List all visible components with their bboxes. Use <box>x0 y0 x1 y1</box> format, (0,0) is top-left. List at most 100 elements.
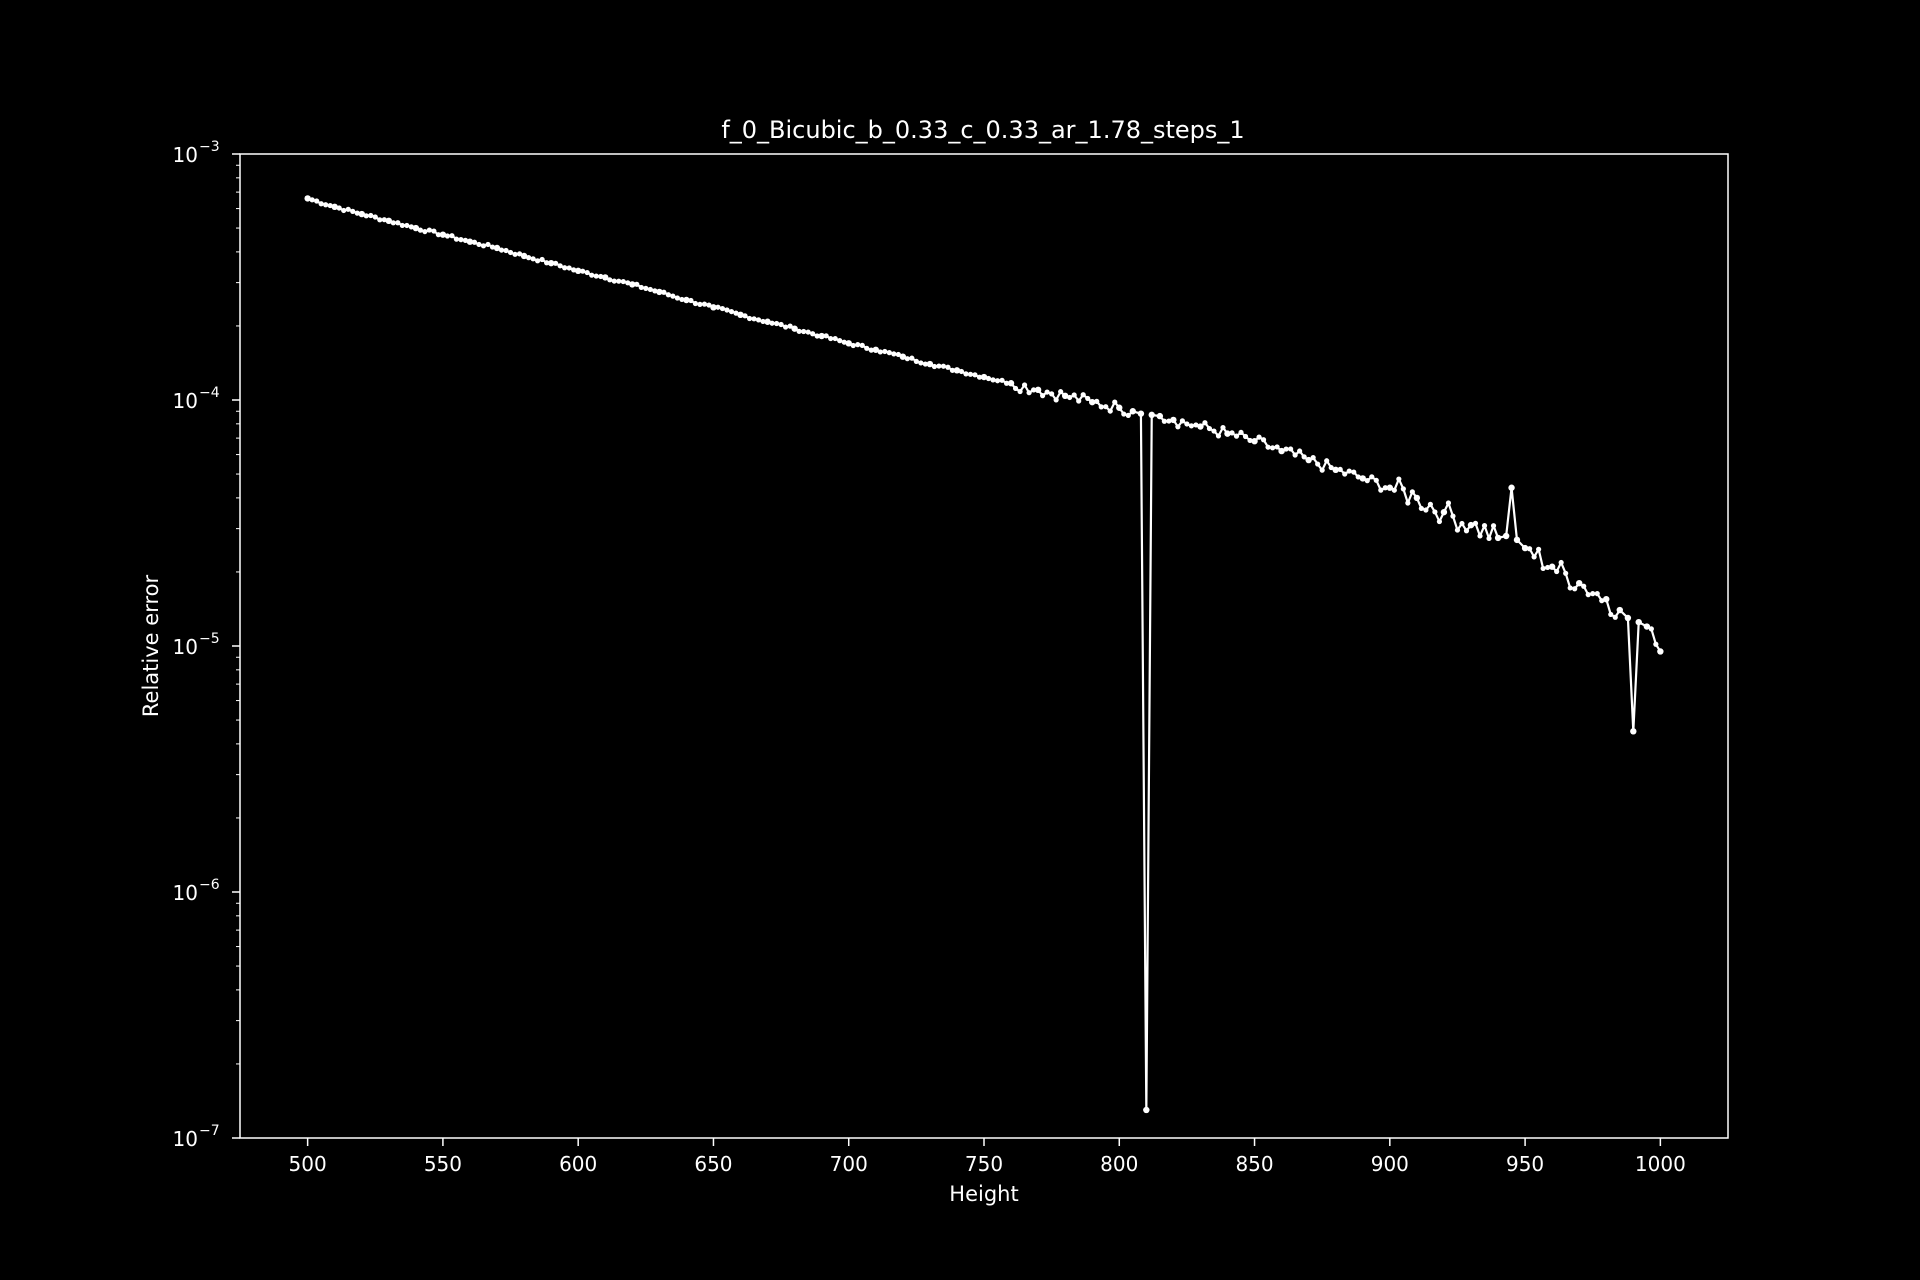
data-point <box>1197 423 1204 430</box>
data-point <box>837 338 843 344</box>
chart-title: f_0_Bicubic_b_0.33_c_0.33_ar_1.78_steps_… <box>721 116 1244 144</box>
data-point <box>958 368 965 375</box>
data-point <box>963 371 969 377</box>
data-point <box>1337 466 1343 473</box>
data-point <box>1031 387 1037 393</box>
data-point <box>670 293 676 299</box>
data-point <box>404 222 410 229</box>
data-point <box>1175 424 1181 430</box>
data-point <box>607 277 613 283</box>
data-point <box>1265 444 1271 450</box>
x-axis-label: Height <box>949 1182 1018 1206</box>
data-point <box>358 210 365 218</box>
data-point <box>945 364 951 370</box>
data-point <box>1319 467 1325 473</box>
data-point <box>1233 433 1240 439</box>
data-point <box>1288 446 1294 452</box>
data-point <box>1215 433 1222 439</box>
data-point <box>972 372 978 378</box>
data-point <box>634 281 640 287</box>
data-point <box>1034 386 1042 394</box>
data-point <box>417 227 423 233</box>
data-point <box>1256 434 1262 440</box>
data-point <box>1188 423 1195 429</box>
data-point <box>980 373 988 381</box>
data-point <box>1378 487 1384 493</box>
data-point <box>810 331 816 337</box>
y-tick-exponent: −5 <box>199 631 220 647</box>
data-point <box>661 289 667 295</box>
data-point <box>1603 595 1610 603</box>
data-point <box>1563 570 1569 576</box>
data-point <box>891 351 897 357</box>
data-point <box>1467 521 1475 529</box>
data-point <box>1463 528 1470 534</box>
data-point <box>1653 641 1659 647</box>
data-point <box>1305 456 1312 464</box>
data-point <box>1536 546 1542 552</box>
data-point <box>931 363 938 370</box>
data-point <box>1238 429 1244 436</box>
data-point <box>715 304 721 310</box>
data-point <box>1590 591 1596 597</box>
data-point <box>864 345 870 351</box>
data-point <box>431 228 437 234</box>
data-point <box>314 198 320 204</box>
data-point <box>598 273 604 280</box>
data-point <box>408 224 414 230</box>
data-point <box>1405 500 1411 506</box>
data-point <box>1170 416 1177 424</box>
data-point <box>1521 544 1529 552</box>
data-point <box>1481 523 1488 529</box>
x-tick-label: 900 <box>1371 1152 1409 1176</box>
data-point <box>913 358 919 364</box>
data-point <box>566 265 572 271</box>
data-point <box>462 237 469 243</box>
data-point <box>1085 395 1091 402</box>
data-point <box>679 296 685 303</box>
data-point <box>918 360 924 366</box>
data-point <box>399 222 405 229</box>
data-point <box>1490 523 1497 529</box>
data-point <box>1400 486 1406 492</box>
data-point <box>801 328 807 335</box>
data-point <box>1229 430 1235 436</box>
data-point <box>1445 500 1452 506</box>
data-point <box>323 202 329 208</box>
data-point <box>1657 648 1664 655</box>
data-point <box>841 339 847 345</box>
data-point <box>620 278 626 285</box>
data-point <box>1184 421 1190 427</box>
y-tick-exponent: −4 <box>199 385 220 401</box>
data-point <box>1053 397 1059 403</box>
data-point <box>571 267 577 273</box>
data-point <box>553 260 559 266</box>
data-point <box>525 255 532 261</box>
data-point <box>818 332 825 340</box>
data-point <box>507 249 514 256</box>
data-point <box>327 202 333 209</box>
y-axis-label: Relative error <box>139 575 163 718</box>
data-point <box>940 363 947 369</box>
data-point <box>1558 559 1564 566</box>
data-point <box>629 281 636 288</box>
data-point <box>1292 452 1298 458</box>
data-point <box>769 320 775 326</box>
data-point <box>746 315 753 322</box>
data-point <box>385 217 392 225</box>
data-point <box>845 340 852 347</box>
data-point <box>926 360 934 368</box>
data-point <box>1107 408 1113 414</box>
data-point <box>1351 469 1357 475</box>
data-point <box>764 318 771 325</box>
data-point <box>1386 484 1394 491</box>
data-point <box>489 244 496 250</box>
data-point <box>1612 614 1618 620</box>
data-point <box>1301 454 1307 460</box>
data-point <box>1477 533 1483 539</box>
data-point <box>485 241 491 248</box>
y-tick-label: 10 <box>173 143 198 167</box>
data-point <box>895 351 901 358</box>
data-point <box>530 256 536 262</box>
